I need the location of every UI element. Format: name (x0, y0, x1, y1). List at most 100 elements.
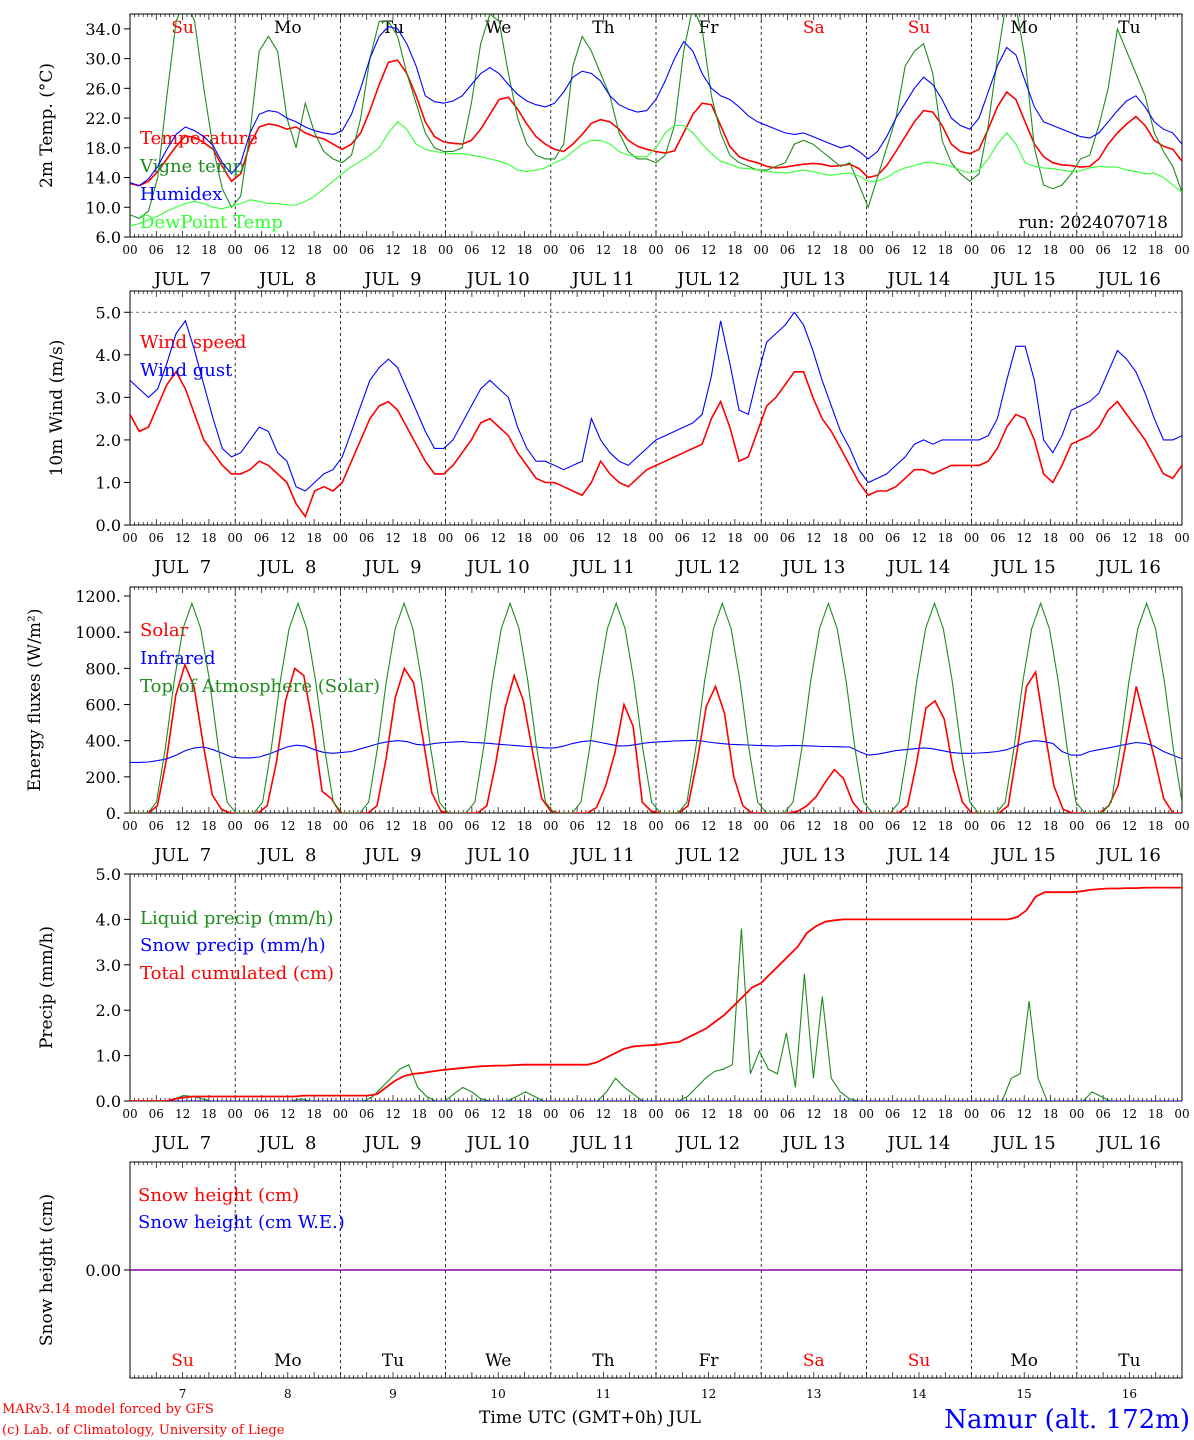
x-day-label: JUL 16 (1096, 845, 1161, 866)
x-hour-label: 06 (149, 819, 164, 833)
series-line-energy-2 (130, 601, 1182, 813)
x-hour-label: 06 (569, 243, 584, 257)
x-hour-label: 18 (201, 1107, 216, 1121)
y-tick-label: 2.0 (96, 431, 121, 450)
series-line-temp-2 (130, 25, 1182, 187)
legend-label: Total cumulated (cm) (140, 963, 334, 984)
series-line-precip-0 (130, 928, 1182, 1101)
x-hour-label: 00 (1174, 243, 1189, 257)
series-line-wind-0 (130, 370, 1182, 519)
x-hour-label: 18 (517, 819, 532, 833)
x-hour-label: 00 (1174, 1107, 1189, 1121)
x-hour-label: 18 (412, 243, 427, 257)
x-day-label: JUL 10 (465, 557, 530, 578)
weekday-label: Mo (274, 1351, 302, 1371)
x-hour-label: 06 (359, 531, 374, 545)
date-label: 11 (596, 1387, 611, 1401)
x-hour-label: 06 (780, 819, 795, 833)
x-hour-label: 06 (569, 531, 584, 545)
date-label: 9 (389, 1387, 397, 1401)
x-hour-label: 00 (648, 243, 663, 257)
weekday-label: Th (592, 18, 614, 38)
panels: 6.0 10.0 14.0 18.0 22.0 26.0 30.0 34.0 2m Temp. … (25, 13, 1190, 1401)
x-hour-label: 06 (675, 243, 690, 257)
x-hour-label: 00 (754, 1107, 769, 1121)
y-tick-label: 5.0 (96, 303, 121, 322)
date-label: 10 (491, 1387, 506, 1401)
legend-label: Temperature (140, 128, 258, 149)
x-day-label: JUL 14 (886, 845, 951, 866)
x-hour-label: 12 (1122, 819, 1137, 833)
x-hour-label: 18 (306, 243, 321, 257)
y-tick-label: 3.0 (96, 956, 121, 975)
station-name: Namur (alt. 172m) (944, 1405, 1190, 1435)
legend-label: Top of Atmosphere (Solar) (140, 676, 380, 697)
x-hour-label: 06 (780, 243, 795, 257)
x-day-label: JUL 16 (1096, 1133, 1161, 1154)
x-day-label: JUL 7 (152, 269, 211, 290)
run-label: run: 2024070718 (1019, 213, 1168, 233)
x-day-label: JUL 13 (780, 845, 845, 866)
weekday-label: Th (592, 1351, 614, 1371)
x-hour-label: 12 (596, 531, 611, 545)
panel-temp: 6.0 10.0 14.0 18.0 22.0 26.0 30.0 34.0 2m Temp. … (37, 13, 1190, 290)
credit-line-2: (c) Lab. of Climatology, University of L… (2, 1423, 285, 1438)
x-hour-label: 12 (911, 1107, 926, 1121)
x-hour-label: 12 (596, 243, 611, 257)
x-hour-label: 06 (885, 243, 900, 257)
x-hour-label: 06 (885, 531, 900, 545)
x-hour-label: 06 (990, 819, 1005, 833)
x-hour-label: 06 (1095, 531, 1110, 545)
x-hour-label: 18 (1043, 243, 1058, 257)
legend-label: Snow precip (mm/h) (140, 935, 326, 956)
x-day-label: JUL 16 (1096, 557, 1161, 578)
weekday-label: Tu (1118, 18, 1140, 38)
series-line-temp-1 (130, 14, 1182, 220)
y-tick-label: 18.0 (85, 139, 121, 158)
x-hour-label: 00 (1069, 819, 1084, 833)
x-day-label: JUL 15 (991, 1133, 1056, 1154)
y-tick-label: 1.0 (96, 473, 121, 492)
x-hour-label: 12 (806, 1107, 821, 1121)
series-line-temp-0 (130, 59, 1182, 187)
x-hour-label: 00 (648, 1107, 663, 1121)
x-hour-label: 18 (517, 531, 532, 545)
x-hour-label: 06 (1095, 243, 1110, 257)
x-hour-label: 00 (122, 1107, 137, 1121)
x-hour-label: 12 (1122, 243, 1137, 257)
x-hour-label: 06 (464, 531, 479, 545)
x-hour-label: 12 (280, 243, 295, 257)
panel-frame (129, 13, 1183, 238)
x-hour-label: 12 (385, 243, 400, 257)
x-hour-label: 18 (832, 819, 847, 833)
x-hour-label: 12 (175, 243, 190, 257)
x-hour-label: 00 (438, 243, 453, 257)
legend-label: Wind speed (140, 332, 246, 353)
x-hour-label: 12 (701, 531, 716, 545)
legend-label: Snow height (cm) (138, 1185, 299, 1206)
x-hour-label: 12 (491, 531, 506, 545)
x-hour-label: 12 (911, 531, 926, 545)
y-tick-label: 1000. (75, 623, 121, 642)
y-tick-label: 800. (85, 659, 121, 678)
date-label: 16 (1122, 1387, 1137, 1401)
x-hour-label: 18 (832, 531, 847, 545)
x-hour-label: 00 (964, 531, 979, 545)
x-hour-label: 06 (254, 819, 269, 833)
x-axis-title: Time UTC (GMT+0h) JUL (479, 1408, 701, 1428)
x-hour-label: 00 (648, 819, 663, 833)
x-hour-label: 06 (359, 243, 374, 257)
weekday-label: Su (908, 18, 931, 38)
x-hour-label: 18 (1043, 819, 1058, 833)
x-hour-label: 12 (280, 531, 295, 545)
y-axis-label: 10m Wind (m/s) (47, 340, 67, 477)
x-hour-label: 18 (201, 819, 216, 833)
y-tick-label: 30.0 (85, 50, 121, 69)
x-hour-label: 12 (911, 819, 926, 833)
x-hour-label: 12 (701, 243, 716, 257)
y-tick-label: 2.0 (96, 1001, 121, 1020)
x-hour-label: 00 (1174, 531, 1189, 545)
x-hour-label: 00 (754, 243, 769, 257)
weekday-label: Su (171, 18, 194, 38)
x-hour-label: 00 (648, 531, 663, 545)
